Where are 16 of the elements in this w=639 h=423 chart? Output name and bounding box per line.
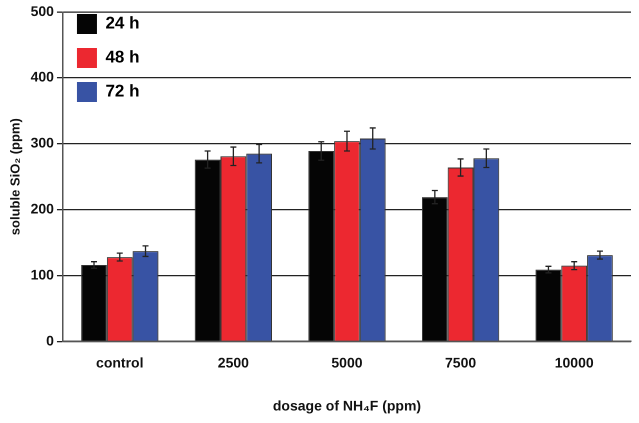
x-tick-label: control [96, 354, 144, 371]
legend-label: 72 h [105, 82, 140, 101]
x-tick-label: 2500 [218, 354, 250, 371]
x-tick-label: 7500 [445, 354, 476, 371]
y-axis-title: soluble SiO₂ (ppm) [7, 118, 22, 236]
x-tick-label: 10000 [554, 354, 594, 371]
y-tick-label: 500 [30, 2, 54, 19]
y-tick-label: 0 [46, 332, 54, 348]
x-axis-title: dosage of NH₄F (ppm) [272, 397, 422, 414]
legend-label: 48 h [105, 48, 140, 67]
legend-label: 24 h [105, 14, 140, 33]
y-tick-label: 100 [30, 266, 54, 282]
y-tick-label: 200 [30, 200, 54, 216]
x-tick-label: 5000 [331, 354, 363, 371]
y-tick-label: 400 [30, 68, 54, 85]
y-tick-label: 300 [30, 134, 54, 151]
